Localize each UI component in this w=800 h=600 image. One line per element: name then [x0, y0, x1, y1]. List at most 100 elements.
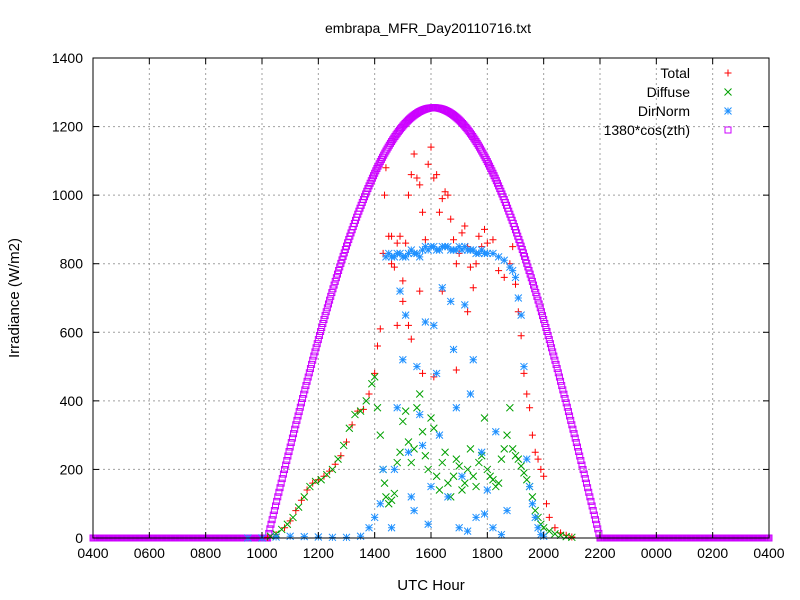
data-point — [535, 300, 543, 308]
data-point — [407, 335, 415, 343]
data-point — [550, 352, 558, 360]
data-point — [542, 500, 550, 508]
data-point — [500, 273, 508, 281]
data-point — [571, 434, 579, 442]
data-point — [288, 434, 296, 442]
legend-label: Diffuse — [647, 84, 691, 100]
legend-marker — [724, 69, 732, 77]
data-point — [508, 445, 517, 453]
data-point — [441, 448, 449, 457]
data-point — [272, 533, 280, 541]
data-point — [594, 525, 602, 533]
data-point — [458, 229, 466, 237]
data-point — [424, 465, 433, 474]
data-point — [582, 479, 590, 487]
data-point — [466, 263, 474, 271]
data-point — [484, 160, 492, 168]
data-point — [281, 466, 289, 474]
data-point — [472, 513, 480, 522]
data-point — [285, 448, 293, 456]
data-point — [512, 280, 519, 288]
y-tick-label: 1400 — [52, 50, 83, 66]
data-point — [413, 174, 421, 182]
data-point — [311, 348, 319, 356]
data-point — [460, 301, 469, 309]
data-point — [265, 529, 273, 537]
data-point — [552, 360, 560, 368]
data-point — [486, 162, 494, 170]
data-point — [404, 321, 412, 329]
data-point — [589, 507, 597, 515]
data-point — [376, 325, 384, 333]
data-point — [374, 162, 382, 170]
data-point — [480, 414, 489, 422]
data-point — [489, 249, 497, 258]
data-point — [531, 513, 540, 522]
data-point — [382, 493, 390, 501]
data-point — [435, 208, 443, 216]
data-point — [404, 191, 412, 199]
data-point — [427, 143, 435, 151]
data-point — [576, 452, 584, 460]
data-point — [268, 516, 276, 524]
data-point — [455, 523, 464, 532]
data-point — [427, 482, 435, 491]
x-tick-label: 2200 — [584, 545, 615, 561]
data-point — [284, 452, 292, 460]
data-point — [542, 324, 550, 332]
data-point — [558, 382, 566, 390]
data-point — [337, 259, 345, 267]
data-point — [545, 513, 553, 521]
data-point — [399, 297, 407, 305]
legend-label: DirNorm — [638, 103, 690, 119]
chart-title: embrapa_MFR_Day20110716.txt — [325, 20, 531, 36]
data-point — [522, 455, 531, 463]
data-point — [413, 362, 421, 371]
data-point — [413, 403, 421, 412]
x-tick-label: 0200 — [697, 545, 728, 561]
data-point — [472, 260, 480, 268]
data-point — [371, 369, 379, 377]
data-point — [494, 253, 503, 261]
data-point — [418, 441, 427, 450]
data-point — [291, 425, 299, 433]
data-point — [566, 412, 574, 420]
data-point — [469, 472, 478, 481]
y-axis-label: Irradiance (W/m2) — [6, 238, 23, 358]
data-point — [326, 296, 334, 304]
data-point — [410, 150, 418, 158]
data-point — [489, 475, 497, 484]
data-point — [367, 379, 376, 388]
series-diffuse — [266, 373, 576, 542]
data-point — [472, 482, 480, 491]
data-point — [429, 321, 438, 330]
data-point — [421, 318, 430, 326]
data-point — [294, 412, 302, 420]
x-tick-label: 0000 — [641, 545, 672, 561]
data-point — [568, 421, 576, 429]
data-point — [489, 523, 497, 532]
data-point — [482, 155, 490, 163]
data-point — [449, 345, 458, 354]
data-point — [387, 496, 396, 505]
data-point — [520, 369, 528, 377]
legend-marker — [724, 126, 732, 134]
data-point — [477, 448, 486, 457]
data-point — [503, 431, 511, 439]
data-point — [329, 285, 337, 293]
data-point — [324, 300, 332, 308]
data-point — [297, 399, 305, 407]
data-point — [356, 407, 365, 415]
data-point — [562, 399, 570, 407]
x-tick-label: 1000 — [246, 545, 277, 561]
data-point — [277, 479, 285, 487]
data-point — [330, 281, 338, 289]
data-point — [427, 414, 435, 422]
data-point — [455, 462, 464, 470]
data-point — [327, 292, 335, 300]
data-point — [303, 377, 311, 385]
data-point — [272, 502, 280, 510]
data-point — [526, 270, 534, 278]
data-point — [569, 425, 577, 433]
data-point — [490, 172, 498, 180]
